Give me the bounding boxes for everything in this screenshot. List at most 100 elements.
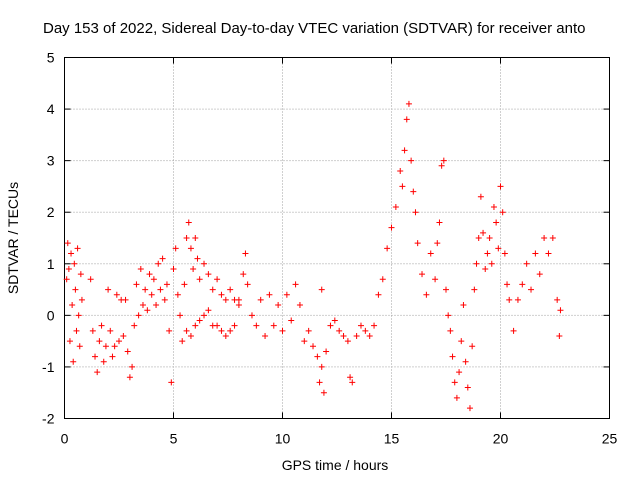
data-point [423,291,430,298]
data-point [336,327,343,334]
data-point [397,167,404,174]
data-point [357,322,364,329]
data-point [107,327,114,334]
data-point [403,116,410,123]
data-point [109,353,116,360]
x-tick-labels: 0 5 10 15 20 25 [61,431,618,447]
data-point [218,291,225,298]
x-tick-label: 0 [61,431,69,447]
data-point [116,338,122,345]
data-point [427,250,434,257]
data-point [214,276,221,283]
data-point [174,291,181,298]
data-point [519,281,526,288]
data-point [486,235,493,241]
data-point [227,286,234,293]
data-point [464,384,471,391]
data-point [495,245,502,252]
data-point [536,271,543,278]
data-point [262,332,269,339]
data-point [392,204,399,211]
data-point [240,271,247,278]
chart-title: Day 153 of 2022, Sidereal Day-to-day VTE… [43,20,585,37]
tick-marks [64,57,610,419]
data-point [292,281,299,288]
y-tick-label: 2 [47,204,55,220]
data-point [87,276,94,283]
data-point [323,348,330,355]
data-point [501,250,508,257]
data-point [72,286,79,293]
data-point [438,162,445,169]
data-point [133,281,140,288]
data-point [466,405,473,412]
data-point [73,327,80,334]
data-point [449,353,456,360]
data-point [92,353,99,360]
data-point [314,353,321,360]
data-point [318,363,325,370]
data-point [170,265,177,272]
data-point [484,250,491,257]
data-point [445,312,452,319]
data-point [310,343,317,350]
data-point [379,276,386,283]
data-point [475,235,482,241]
data-point [113,291,120,298]
data-point [190,265,197,272]
data-point [462,358,469,365]
data-point [453,394,460,401]
data-point [69,302,76,309]
data-point [187,245,194,252]
data-point [266,291,273,298]
data-point [74,245,81,252]
data-point [222,332,229,339]
data-point [71,260,78,267]
data-point [148,291,155,298]
data-point [181,281,188,288]
data-point [122,296,129,303]
data-point [401,147,408,154]
data-point [399,183,406,190]
data-point [78,296,85,303]
x-tick-label: 25 [602,431,618,447]
data-point [460,302,467,309]
data-point [139,302,146,309]
data-point [305,327,312,334]
data-point [105,286,112,293]
data-point [556,332,563,339]
data-point [192,235,199,241]
data-point [497,183,504,190]
y-tick-label: -2 [42,411,55,427]
data-point [70,358,77,365]
data-point [248,312,255,319]
data-point [96,338,103,345]
data-point [549,235,556,241]
data-point [488,260,495,267]
data-point [523,260,530,267]
data-point [76,343,83,350]
x-tick-label: 10 [275,431,291,447]
data-point [201,312,208,319]
data-point [371,322,378,329]
data-point [408,157,415,164]
data-point [244,281,251,288]
data-point [65,265,72,272]
data-point [434,240,441,247]
data-point [541,235,548,241]
data-point [279,327,286,334]
data-point [231,322,238,329]
plot-frame [64,57,610,419]
data-point [94,369,101,376]
x-axis-label: GPS time / hours [282,457,389,473]
data-point [157,286,164,293]
data-point [493,219,500,226]
data-point [196,276,203,283]
data-point [159,255,166,262]
grid [64,57,610,419]
data-point [514,296,521,303]
data-point [480,229,487,236]
data-point [155,260,162,267]
data-point [257,296,264,303]
